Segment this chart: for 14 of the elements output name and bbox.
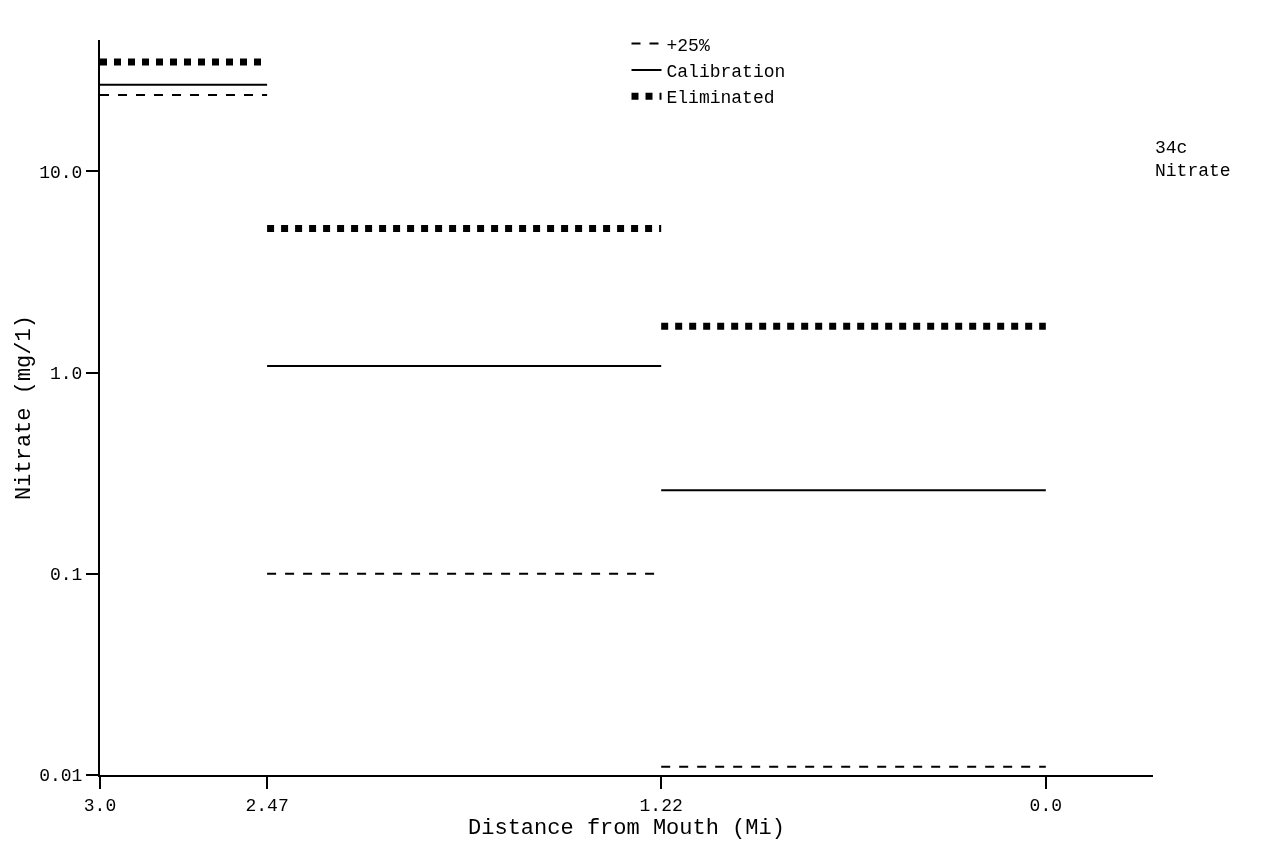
y-tick-label: 1.0 — [49, 363, 83, 384]
x-tick-label: 0.0 — [1029, 795, 1063, 816]
x-axis-title: Distance from Mouth (Mi) — [468, 816, 785, 841]
x-tick-label: 3.0 — [83, 795, 117, 816]
legend-label: Eliminated — [666, 88, 775, 109]
legend-label: +25% — [666, 35, 710, 56]
x-tick-label: 1.22 — [639, 795, 683, 816]
y-tick-label: 10.0 — [39, 162, 83, 183]
y-axis-title: Nitrate (mg/1) — [12, 315, 38, 500]
y-tick-label: 0.01 — [39, 766, 83, 787]
legend-label: Calibration — [666, 61, 786, 82]
x-tick-label: 2.47 — [245, 795, 289, 816]
text: 34c Nitrate — [1155, 138, 1231, 182]
y-tick-label: 0.1 — [49, 565, 83, 586]
